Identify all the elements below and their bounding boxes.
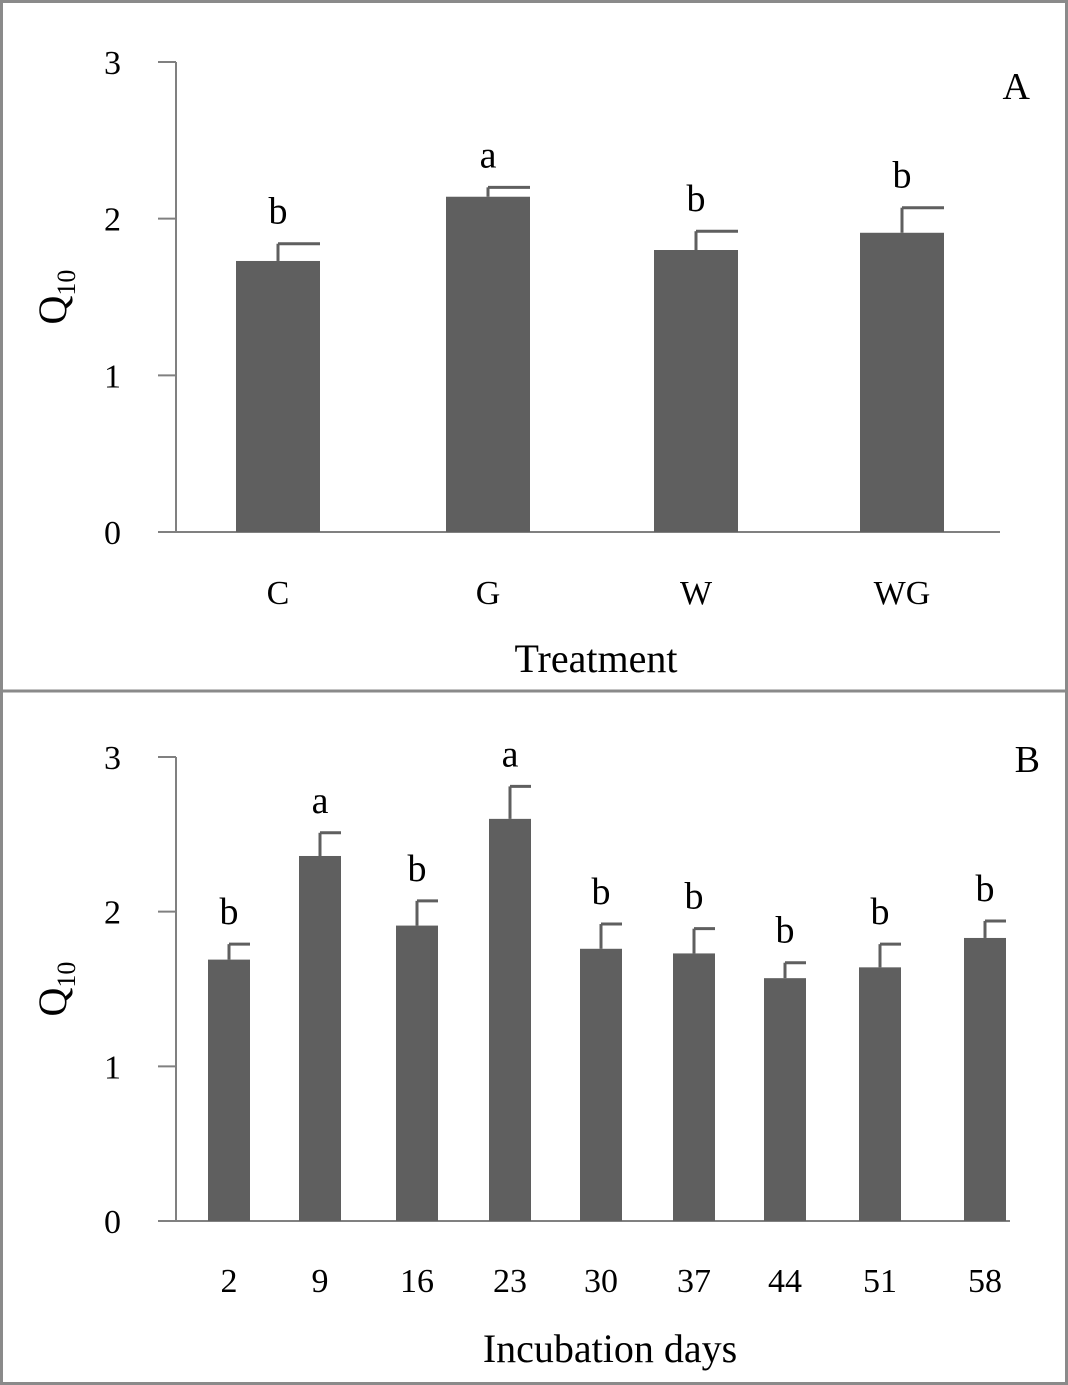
x-axis-title-a: Treatment <box>515 636 678 681</box>
bar-b-58 <box>964 937 1006 1221</box>
bar-b-23 <box>489 818 531 1221</box>
x-axis-title-b: Incubation days <box>483 1326 737 1371</box>
x-tick-label-b-51: 51 <box>863 1263 897 1300</box>
significance-label-b-51: b <box>871 891 890 933</box>
bar-b-44 <box>764 978 806 1221</box>
y-axis-title-subscript-a: 10 <box>52 270 81 296</box>
y-tick-label-b: 0 <box>104 1204 121 1241</box>
bar-b-37 <box>673 953 715 1221</box>
bar-b-16 <box>396 925 438 1221</box>
significance-label-b-9: a <box>312 780 329 822</box>
y-tick-label-a: 0 <box>104 515 121 552</box>
x-tick-label-a-G: G <box>476 575 501 612</box>
panel-label-b: B <box>1015 739 1040 781</box>
x-tick-label-b-16: 16 <box>400 1263 434 1300</box>
significance-label-b-44: b <box>776 910 795 952</box>
significance-label-b-37: b <box>685 876 704 918</box>
x-tick-label-a-W: W <box>680 575 713 612</box>
bar-a-WG <box>860 232 944 532</box>
y-tick-label-a: 2 <box>104 202 121 239</box>
y-tick-label-a: 3 <box>104 45 121 82</box>
bar-a-W <box>654 250 738 532</box>
chart-panel-b: 0123b2a9b16a23b30b37b44b51b58Incubation … <box>30 733 1040 1371</box>
y-tick-label-b: 2 <box>104 895 121 932</box>
x-tick-label-a-WG: WG <box>874 575 931 612</box>
x-tick-label-b-37: 37 <box>677 1263 711 1300</box>
y-axis-title-b: Q10 <box>30 962 81 1017</box>
x-tick-label-b-9: 9 <box>312 1263 329 1300</box>
chart-panel-a: 0 1 2 3 b Ca Gb Wb WG Treatment Q10 A <box>30 45 1031 681</box>
x-tick-label-a-C: C <box>267 575 290 612</box>
x-tick-label-b-23: 23 <box>493 1263 527 1300</box>
bar-b-9 <box>299 855 341 1221</box>
y-tick-label-a: 1 <box>104 358 121 395</box>
significance-label-a-G: a <box>480 134 497 176</box>
y-axis-title-a: Q10 <box>30 270 81 325</box>
x-tick-label-b-44: 44 <box>768 1263 802 1300</box>
y-axis-title-base-a: Q <box>30 295 75 324</box>
significance-label-a-C: b <box>269 191 288 233</box>
y-axis-title-subscript-b: 10 <box>52 962 81 988</box>
significance-label-a-WG: b <box>893 155 912 197</box>
significance-label-b-23: a <box>502 733 519 775</box>
significance-label-b-16: b <box>408 848 427 890</box>
panel-label-a: A <box>1003 66 1031 108</box>
x-tick-label-b-30: 30 <box>584 1263 618 1300</box>
bar-a-G <box>446 196 530 532</box>
y-axis-title-base-b: Q <box>30 987 75 1016</box>
bar-b-30 <box>580 948 622 1221</box>
bar-a-C <box>236 260 320 532</box>
x-tick-label-b-58: 58 <box>968 1263 1002 1300</box>
y-tick-label-b: 1 <box>104 1049 121 1086</box>
significance-label-b-30: b <box>592 871 611 913</box>
significance-label-a-W: b <box>687 178 706 220</box>
y-tick-label-b: 3 <box>104 740 121 777</box>
bar-b-2 <box>208 959 250 1221</box>
significance-label-b-58: b <box>976 868 995 910</box>
bar-b-51 <box>859 967 901 1221</box>
significance-label-b-2: b <box>220 891 239 933</box>
x-tick-label-b-2: 2 <box>221 1263 238 1300</box>
